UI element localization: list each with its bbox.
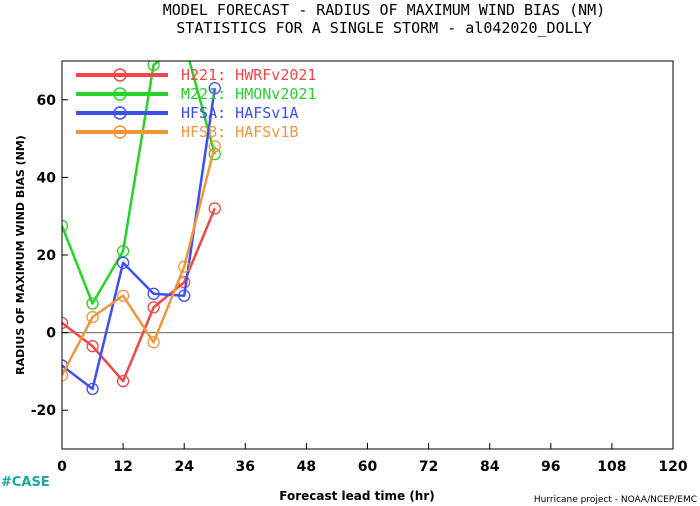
x-tick-label: 48	[297, 459, 316, 475]
x-tick-label: 96	[541, 459, 560, 475]
chart-titles: MODEL FORECAST - RADIUS OF MAXIMUM WIND …	[163, 1, 606, 37]
series-point	[208, 202, 221, 215]
series-0	[62, 202, 221, 388]
series-point	[86, 340, 99, 353]
x-tick-label: 120	[658, 459, 687, 475]
legend-label: HFSA: HAFSv1A	[181, 104, 298, 122]
series-point	[147, 61, 160, 72]
series-point	[86, 310, 99, 324]
series-point	[62, 369, 69, 382]
series-point	[147, 301, 160, 314]
x-tick-label: 36	[236, 459, 255, 475]
legend-label: HFSB: HAFSv1B	[181, 123, 298, 141]
legend-entry: H221: HWRFv2021	[76, 66, 316, 84]
legend-swatch-marker	[113, 87, 127, 101]
x-tick-label: 60	[358, 459, 378, 475]
series-line	[62, 146, 217, 376]
series-layer	[62, 36, 221, 396]
legend-swatch-marker	[113, 106, 127, 120]
x-tick-label: 84	[480, 459, 500, 475]
series-line	[62, 88, 217, 391]
case-logo: #CASE	[1, 475, 50, 490]
series-point	[178, 289, 191, 302]
x-tick-label: 72	[419, 459, 438, 475]
axis-ticks: 0 12 24 36 48 60 72 84 96 108 120 -20 0 20 40 60	[31, 93, 688, 475]
y-tick-label: 0	[46, 326, 56, 342]
series-point	[62, 316, 69, 330]
legend-swatch-marker	[113, 125, 127, 139]
series-point	[179, 36, 190, 47]
series-3	[62, 140, 221, 382]
x-tick-label: 0	[57, 459, 67, 475]
y-tick-label: -20	[31, 403, 57, 419]
series-point	[86, 297, 99, 310]
series-line	[62, 61, 217, 305]
series-point	[62, 219, 69, 233]
chart-title: MODEL FORECAST - RADIUS OF MAXIMUM WIND …	[163, 1, 606, 19]
plot-frame	[61, 60, 674, 450]
y-tick-label: 20	[37, 248, 57, 264]
x-axis-label: Forecast lead time (hr)	[279, 489, 435, 503]
series-point	[116, 374, 130, 388]
series-point	[116, 289, 130, 302]
series-point	[208, 140, 221, 153]
x-tick-label: 108	[597, 459, 626, 475]
legend-entry: HFSA: HAFSv1A	[76, 104, 298, 122]
series-point	[86, 382, 99, 396]
legend-swatch-marker	[113, 68, 127, 82]
series-point	[116, 256, 130, 269]
x-tick-label: 24	[174, 459, 194, 475]
chart-subtitle: STATISTICS FOR A SINGLE STORM - al042020…	[176, 19, 591, 37]
series-point	[147, 287, 160, 300]
legend-label: M221: HMONv2021	[181, 85, 316, 103]
x-tick-label: 12	[113, 459, 132, 475]
y-axis-label: RADIUS OF MAXIMUM WIND BIAS (NM)	[14, 135, 27, 375]
legend-entry: HFSB: HAFSv1B	[76, 123, 298, 141]
legend-label: H221: HWRFv2021	[181, 66, 316, 84]
series-point	[147, 336, 160, 349]
y-tick-label: 60	[37, 93, 57, 109]
y-tick-label: 40	[37, 170, 57, 186]
series-point	[208, 82, 221, 95]
series-point	[178, 260, 191, 273]
credit-text: Hurricane project - NOAA/NCEP/EMC	[534, 495, 697, 505]
legend-entry: M221: HMONv2021	[76, 85, 316, 103]
